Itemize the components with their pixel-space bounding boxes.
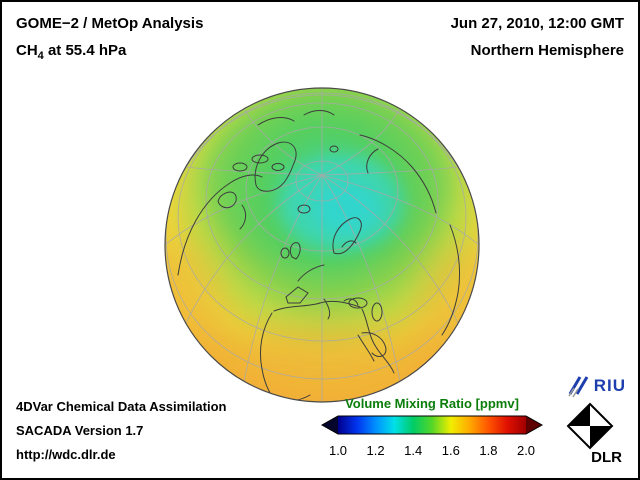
globe-rim [164, 87, 480, 403]
riu-logo: RIU [567, 374, 626, 398]
credits-block: 4DVar Chemical Data Assimilation SACADA … [16, 395, 227, 467]
field-cyan-core [314, 183, 382, 235]
colorbar-tick: 1.0 [328, 443, 348, 458]
version-label: SACADA Version 1.7 [16, 423, 144, 438]
colorbar-right-arrow [526, 416, 542, 434]
product-title: GOME−2 / MetOp Analysis [16, 15, 204, 32]
riu-logo-mark [568, 376, 589, 398]
colorbar-outline [320, 415, 544, 435]
colorbar-left-arrow [322, 416, 338, 434]
species-symbol: CH [16, 42, 38, 59]
riu-logo-text: RIU [593, 376, 626, 395]
colorbar-tick: 1.8 [479, 443, 498, 458]
data-center-url[interactable]: http://wdc.dlr.de [16, 447, 116, 462]
hemisphere-map [164, 87, 480, 403]
colorbar-tick: 1.4 [404, 443, 423, 458]
dlr-logo: DLR [566, 402, 622, 466]
dlr-logo-emblem [566, 402, 614, 450]
colorbar-tick: 1.2 [366, 443, 385, 458]
colorbar-scale [320, 415, 544, 435]
coastlines [177, 110, 461, 402]
colorbar-tick: 1.6 [441, 443, 460, 458]
colorbar-gradient-bar [338, 416, 526, 434]
date-region-block: Jun 27, 2010, 12:00 GMT Northern Hemisph… [451, 10, 624, 64]
colorbar-tick-labels: 1.0 1.2 1.4 1.6 1.8 2.0 [320, 443, 544, 459]
colorbar-title: Volume Mixing Ratio [ppmv] [345, 396, 519, 411]
colorbar-tick: 2.0 [516, 443, 536, 458]
species-subscript: 4 [37, 50, 44, 62]
pressure-level: at 55.4 hPa [43, 42, 127, 59]
assimilation-label: 4DVar Chemical Data Assimilation [16, 399, 227, 414]
dlr-logo-text: DLR [591, 449, 622, 466]
hemisphere-label: Northern Hemisphere [470, 42, 624, 59]
colorbar: Volume Mixing Ratio [ppmv] 1.0 1.2 1.4 1.6 1… [320, 396, 544, 459]
analysis-datetime: Jun 27, 2010, 12:00 GMT [450, 15, 624, 32]
graticule [165, 88, 479, 402]
species-level-line: CH4 at 55.4 hPa [16, 37, 203, 70]
product-title-block: GOME−2 / MetOp Analysis CH4 at 55.4 hPa [16, 10, 203, 70]
